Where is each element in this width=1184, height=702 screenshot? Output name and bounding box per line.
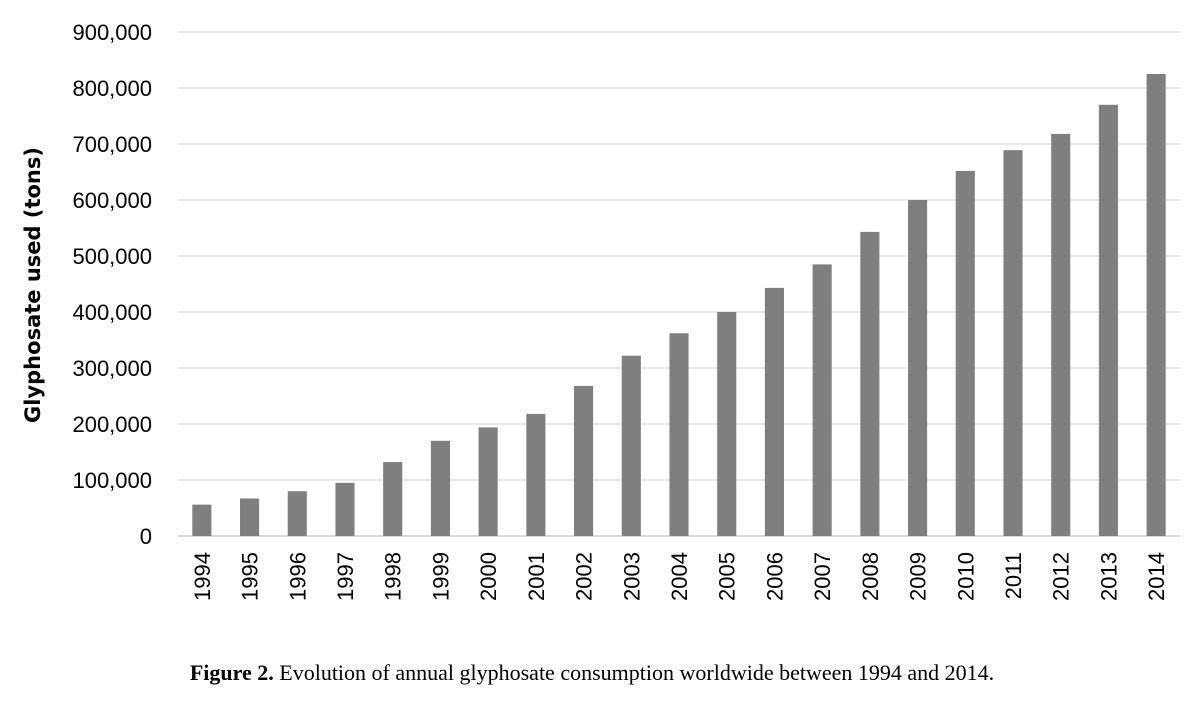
bar-1998 [383, 462, 403, 536]
x-axis-ticks: 1994 1995 1996 1997 1998 1999 2000 2001 2002 2003… [190, 552, 1169, 601]
bar-chart: 0 100,000 200,000 300,000 400,000 500,000 600,… [21, 20, 1180, 601]
x-tick-label: 2003 [619, 552, 644, 601]
bar-2011 [1003, 150, 1023, 536]
bar-2009 [908, 200, 928, 536]
x-tick-label: 1999 [428, 552, 453, 601]
y-tick-label: 700,000 [72, 132, 152, 157]
y-axis-label: Glyphosate used (tons) [21, 147, 45, 423]
x-tick-label: 1997 [333, 552, 358, 601]
x-tick-label: 2011 [1001, 552, 1026, 599]
x-tick-label: 2013 [1096, 552, 1121, 601]
y-axis-ticks: 0 100,000 200,000 300,000 400,000 500,000 600,… [72, 20, 152, 549]
x-tick-label: 2012 [1049, 552, 1074, 601]
x-tick-label: 1995 [238, 552, 263, 601]
x-tick-label: 2002 [572, 552, 597, 601]
y-tick-label: 900,000 [72, 20, 152, 45]
bar-2003 [621, 355, 641, 536]
y-tick-label: 400,000 [72, 300, 152, 325]
bar-1997 [335, 482, 355, 536]
caption-text: Evolution of annual glyphosate consumpti… [273, 660, 995, 685]
y-tick-label: 500,000 [72, 244, 152, 269]
bar-2002 [574, 385, 594, 536]
x-tick-label: 2004 [667, 552, 692, 601]
x-tick-label: 2010 [953, 552, 978, 601]
bar-2005 [717, 312, 737, 536]
x-tick-label: 1998 [381, 552, 406, 601]
bar-2013 [1098, 104, 1118, 537]
x-tick-label: 1996 [285, 552, 310, 601]
x-tick-label: 2008 [858, 552, 883, 601]
x-tick-label: 2006 [762, 552, 787, 601]
figure-caption: Figure 2. Evolution of annual glyphosate… [0, 660, 1184, 686]
x-tick-label: 1994 [190, 552, 215, 601]
bar-2001 [526, 413, 546, 536]
gridlines [178, 31, 1180, 537]
bar-1996 [287, 491, 307, 536]
bar-1999 [430, 440, 450, 536]
x-tick-label: 2007 [810, 552, 835, 601]
y-tick-label: 800,000 [72, 76, 152, 101]
y-tick-label: 300,000 [72, 356, 152, 381]
x-tick-label: 2005 [715, 552, 740, 601]
bar-2006 [764, 287, 784, 536]
x-tick-label: 2014 [1144, 552, 1169, 601]
bar-1995 [240, 498, 260, 536]
bars [192, 74, 1166, 537]
x-tick-label: 2001 [524, 552, 549, 601]
bar-2000 [478, 427, 498, 536]
bar-1994 [192, 504, 212, 536]
y-tick-label: 0 [140, 524, 152, 549]
bar-2012 [1051, 133, 1071, 537]
bar-2010 [955, 170, 975, 536]
bar-2014 [1146, 74, 1166, 536]
y-tick-label: 600,000 [72, 188, 152, 213]
y-tick-label: 200,000 [72, 412, 152, 437]
x-tick-label: 2000 [476, 552, 501, 601]
y-tick-label: 100,000 [72, 468, 152, 493]
bar-2007 [812, 264, 832, 536]
bar-2004 [669, 333, 689, 536]
figure-label: Figure 2. [189, 660, 274, 685]
x-tick-label: 2009 [906, 552, 931, 601]
bar-2008 [860, 231, 880, 537]
